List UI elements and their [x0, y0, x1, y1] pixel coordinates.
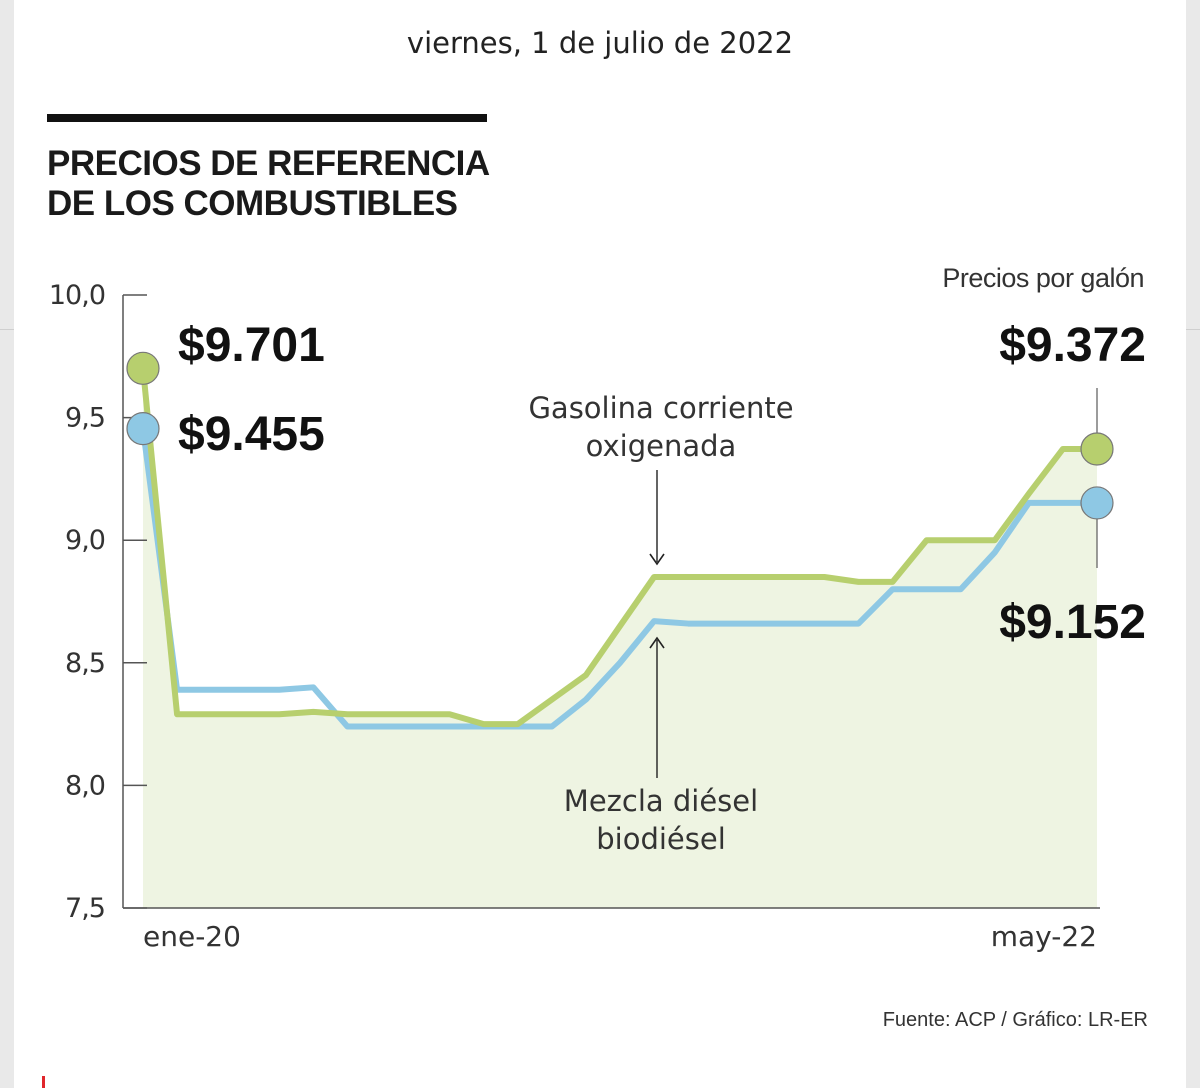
diesel-start-marker: [126, 412, 160, 446]
source-note: Fuente: ACP / Gráfico: LR-ER: [882, 1009, 1148, 1031]
gasoline-end-marker: [1080, 432, 1114, 466]
right-divider: [1186, 329, 1200, 330]
red-edge-mark: [42, 1076, 45, 1088]
right-margin-band: [1186, 0, 1200, 1088]
diesel-end-value: $9.152: [999, 596, 1146, 649]
area-fill: [143, 368, 1097, 908]
chart-title-line-2: DE LOS COMBUSTIBLES: [47, 184, 458, 223]
chart-title: PRECIOS DE REFERENCIA DE LOS COMBUSTIBLE…: [47, 144, 490, 224]
x-label-start: ene-20: [143, 920, 241, 953]
left-margin-band: [0, 0, 14, 1088]
title-rule: [47, 114, 487, 122]
y-tick-label: 10,0: [49, 280, 105, 311]
y-tick-label: 8,0: [65, 770, 105, 801]
gasoline-start-marker: [126, 351, 160, 385]
y-tick-label: 8,5: [65, 648, 105, 679]
gasoline-start-value: $9.701: [178, 319, 325, 372]
diesel-label-line-2: biodiésel: [596, 822, 726, 856]
y-tick-label: 7,5: [65, 893, 105, 924]
diesel-series-line: [140, 425, 1100, 730]
x-label-end: may-22: [991, 920, 1097, 953]
y-tick-label: 9,0: [65, 525, 105, 556]
chart-title-line-1: PRECIOS DE REFERENCIA: [47, 144, 490, 183]
gasoline-arrow-head: [649, 553, 665, 566]
y-tick-label: 9,5: [65, 403, 105, 434]
left-divider: [0, 329, 14, 330]
diesel-label-line-1: Mezcla diésel: [564, 784, 758, 818]
diesel-arrow-head: [649, 636, 665, 649]
diesel-end-marker: [1080, 486, 1114, 520]
publication-date: viernes, 1 de julio de 2022: [406, 26, 794, 60]
diesel-start-value: $9.455: [178, 408, 325, 461]
gasoline-label-line-2: oxigenada: [586, 429, 737, 463]
unit-note: Precios por galón: [942, 263, 1144, 293]
gasoline-series-line: [140, 365, 1100, 728]
gasoline-end-value: $9.372: [999, 319, 1146, 372]
gasoline-label-line-1: Gasolina corriente: [528, 391, 793, 425]
